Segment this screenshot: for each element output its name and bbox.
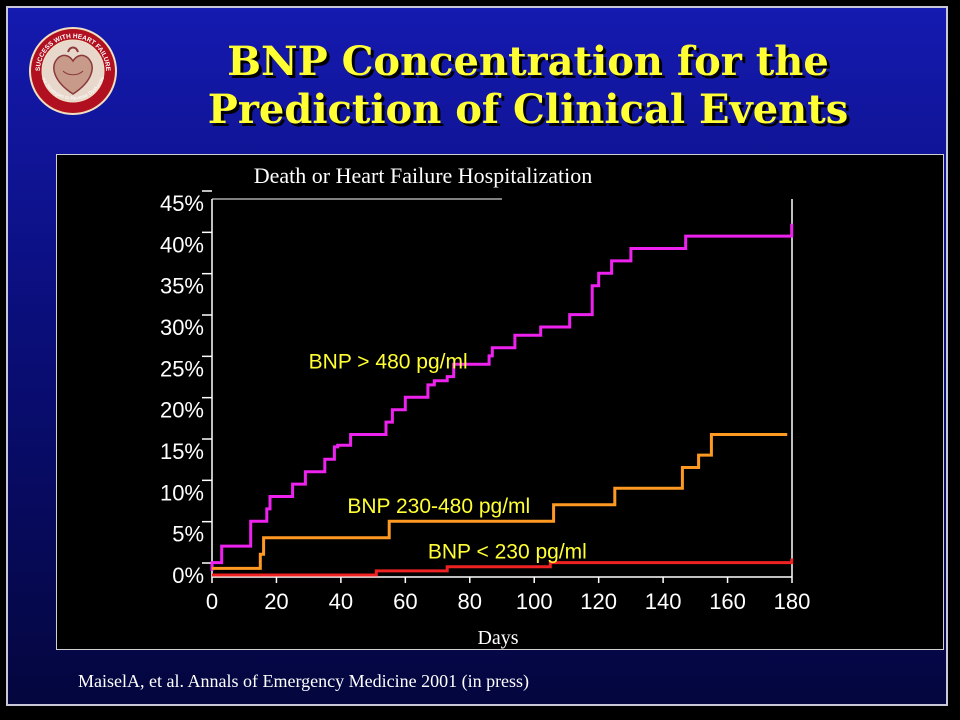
logo-seal: SUCCESS WITH HEART FAILURE New Strategie…: [26, 22, 117, 115]
citation: MaiselA, et al. Annals of Emergency Medi…: [78, 671, 530, 691]
title-line-1: BNP Concentration for the: [227, 38, 829, 85]
x-tick-label: 0: [206, 589, 218, 614]
y-tick-label: 5%: [172, 522, 204, 547]
x-tick-label: 160: [709, 589, 746, 614]
chart-axes: 0% 5% 10% 15% 20% 25% 30% 35% 40% 45% 0 20 40 60 80 100…: [160, 190, 811, 614]
x-tick-label: 40: [329, 589, 353, 614]
chart-labels: BNP > 480 pg/ml BNP 230-480 pg/ml BNP < 23…: [309, 350, 587, 563]
y-tick-label: 45%: [160, 191, 204, 216]
series-label-0: BNP > 480 pg/ml: [309, 350, 468, 373]
y-tick-label: 40%: [160, 232, 204, 257]
x-tick-label: 60: [393, 589, 417, 614]
y-tick-label: 0%: [172, 563, 204, 588]
y-tick-label: 35%: [160, 274, 204, 299]
x-tick-label: 120: [580, 589, 617, 614]
y-tick-label: 20%: [160, 398, 204, 423]
chart-panel: 0% 5% 10% 15% 20% 25% 30% 35% 40% 45% 0 20 40 60 80 100…: [56, 154, 944, 650]
series-line-1: [212, 433, 788, 570]
x-tick-label: 140: [645, 589, 682, 614]
y-tick-label: 15%: [160, 439, 204, 464]
y-tick-label: 10%: [160, 480, 204, 505]
x-tick-label: 80: [458, 589, 482, 614]
title-line-2: Prediction of Clinical Events: [207, 86, 849, 133]
heart-failure-logo-icon: SUCCESS WITH HEART FAILURE New Strategie…: [26, 22, 118, 116]
x-axis-label: Days: [477, 627, 518, 649]
series-line-0: [210, 223, 794, 571]
x-tick-label: 100: [516, 589, 553, 614]
x-tick-label: 20: [264, 589, 288, 614]
series-label-2: BNP < 230 pg/ml: [428, 540, 587, 563]
km-chart: 0% 5% 10% 15% 20% 25% 30% 35% 40% 45% 0 20 40 60 80 100…: [160, 163, 811, 649]
chart-title: Death or Heart Failure Hospitalization: [254, 163, 592, 188]
chart-series: [210, 223, 794, 577]
x-tick-label: 180: [774, 589, 811, 614]
slide-title: BNP Concentration for the Prediction of …: [128, 38, 928, 134]
y-tick-label: 25%: [160, 356, 204, 381]
series-line-2: [212, 558, 794, 577]
series-label-1: BNP 230-480 pg/ml: [347, 495, 530, 518]
y-tick-label: 30%: [160, 315, 204, 340]
